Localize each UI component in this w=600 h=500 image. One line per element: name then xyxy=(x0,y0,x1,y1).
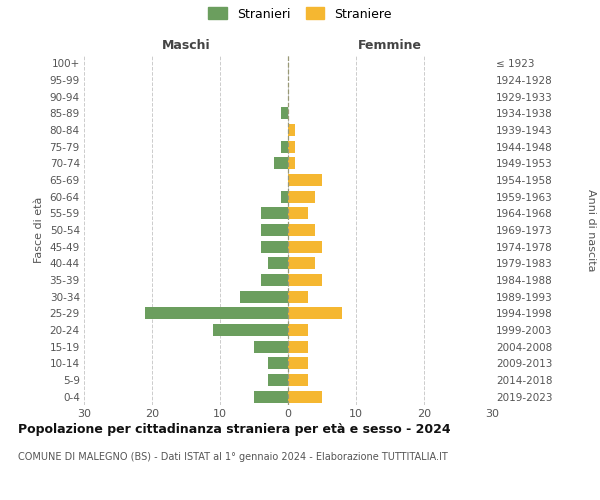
Bar xyxy=(288,224,315,236)
Bar xyxy=(281,190,288,202)
Bar xyxy=(288,308,343,320)
Bar xyxy=(288,124,295,136)
Bar xyxy=(261,208,288,220)
Bar xyxy=(254,390,288,402)
Bar xyxy=(268,374,288,386)
Bar xyxy=(288,324,308,336)
Bar xyxy=(261,274,288,286)
Bar xyxy=(288,374,308,386)
Text: Maschi: Maschi xyxy=(161,38,211,52)
Bar xyxy=(288,140,295,152)
Bar xyxy=(288,274,322,286)
Bar xyxy=(213,324,288,336)
Bar xyxy=(288,358,308,370)
Bar xyxy=(254,340,288,352)
Bar xyxy=(288,290,308,302)
Bar xyxy=(288,158,295,170)
Bar xyxy=(288,208,308,220)
Text: Femmine: Femmine xyxy=(358,38,422,52)
Bar xyxy=(288,174,322,186)
Bar xyxy=(241,290,288,302)
Text: Anni di nascita: Anni di nascita xyxy=(586,188,596,271)
Bar xyxy=(281,108,288,120)
Text: COMUNE DI MALEGNO (BS) - Dati ISTAT al 1° gennaio 2024 - Elaborazione TUTTITALIA: COMUNE DI MALEGNO (BS) - Dati ISTAT al 1… xyxy=(18,452,448,462)
Bar xyxy=(281,140,288,152)
Bar xyxy=(288,190,315,202)
Bar xyxy=(274,158,288,170)
Bar xyxy=(261,224,288,236)
Bar xyxy=(268,358,288,370)
Y-axis label: Fasce di età: Fasce di età xyxy=(34,197,44,263)
Bar xyxy=(288,390,322,402)
Bar xyxy=(288,258,315,270)
Bar xyxy=(145,308,288,320)
Bar xyxy=(288,240,322,252)
Bar xyxy=(268,258,288,270)
Bar xyxy=(288,340,308,352)
Text: Popolazione per cittadinanza straniera per età e sesso - 2024: Popolazione per cittadinanza straniera p… xyxy=(18,422,451,436)
Bar xyxy=(261,240,288,252)
Legend: Stranieri, Straniere: Stranieri, Straniere xyxy=(208,7,392,20)
